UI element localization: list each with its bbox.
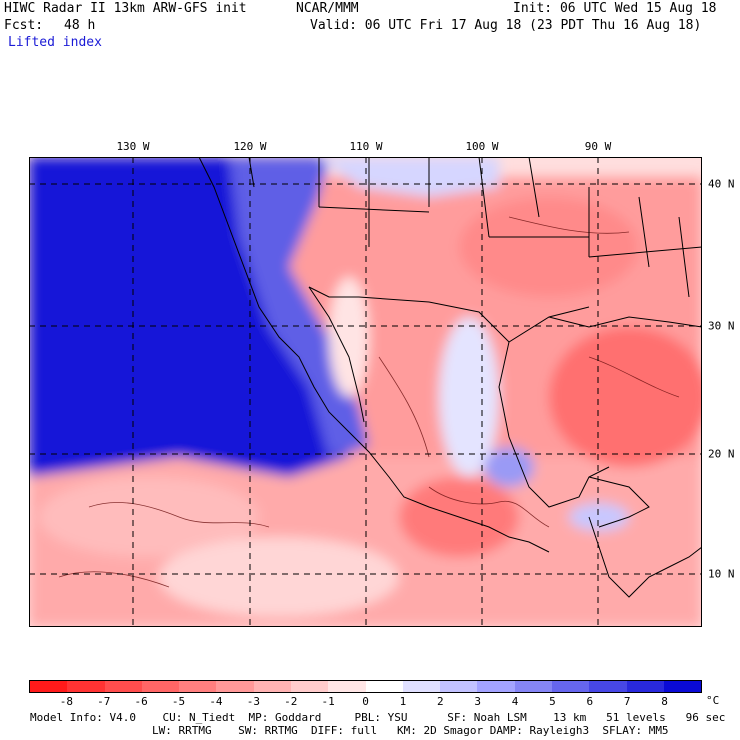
colorbar-tick-label: 0 [362, 695, 369, 708]
gulf-coastline [498, 341, 610, 508]
lon-label-110w: 110 W [349, 140, 383, 153]
colorbar [29, 680, 702, 693]
colorbar-tick-label: 6 [586, 695, 594, 708]
colorbar-swatch [551, 681, 590, 692]
shading-layer [29, 157, 702, 627]
colorbar-tick-label: 4 [511, 695, 519, 708]
colorbar-tick-label: -5 [171, 695, 186, 708]
field-name: Lifted index [8, 35, 102, 50]
init-time: Init: 06 UTC Wed 15 Aug 18 [513, 1, 717, 16]
colorbar-swatch [365, 681, 403, 692]
colorbar-tick-label: -8 [59, 695, 73, 708]
model-info-line2: LW: RRTMG SW: RRTMG DIFF: full KM: 2D Sm… [152, 724, 669, 737]
colorbar-tick-label: 7 [623, 695, 631, 708]
lon-label-130w: 130 W [116, 140, 150, 153]
colorbar-unit: °C [706, 694, 720, 707]
lat-label-30n: 30 N [708, 319, 735, 333]
colorbar-tick-label: -3 [246, 695, 260, 708]
colorbar-swatch [216, 681, 254, 692]
graticule [29, 157, 702, 627]
lon-label-90w: 90 W [584, 140, 612, 153]
organization-label: NCAR/MMM [296, 1, 359, 16]
colorbar-swatch [514, 681, 552, 692]
colorbar-tick-label: 2 [436, 695, 444, 708]
colorbar-tick-label: -2 [284, 695, 298, 708]
lifted-index-map [29, 157, 702, 627]
map-frame [29, 157, 702, 627]
state-borders [248, 157, 690, 298]
colorbar-swatch [663, 681, 702, 692]
contour-lines [58, 216, 680, 588]
colorbar-swatch [589, 681, 627, 692]
baja-peninsula [308, 286, 365, 423]
colorbar-tick-label: 8 [661, 695, 668, 708]
state-borders-h [318, 206, 702, 258]
pacific-coastline [198, 157, 550, 553]
colorbar-tick-label: -4 [209, 695, 223, 708]
colorbar-swatch [440, 681, 478, 692]
model-title: HIWC Radar II 13km ARW-GFS init [4, 1, 247, 16]
colorbar-tick-label: -7 [97, 695, 111, 708]
lat-label-40n: 40 N [708, 177, 735, 191]
us-mexico-border [308, 286, 590, 343]
central-america [588, 516, 702, 598]
coastlines-and-borders [198, 157, 702, 598]
lon-label-120w: 120 W [233, 140, 267, 153]
valid-time: Valid: 06 UTC Fri 17 Aug 18 (23 PDT Thu … [310, 18, 702, 33]
gulf-north-coast [548, 316, 702, 328]
forecast-hour: 48 h [64, 18, 96, 33]
colorbar-tick-label: -1 [321, 695, 335, 708]
colorbar-tick-label: 1 [399, 695, 407, 708]
lon-label-100w: 100 W [465, 140, 499, 153]
colorbar-swatch [67, 681, 105, 692]
colorbar-swatch [626, 681, 664, 692]
lat-label-20n: 20 N [708, 447, 735, 461]
forecast-label: Fcst: [4, 18, 44, 33]
colorbar-swatch [290, 681, 329, 692]
model-info-line1: Model Info: V4.0 CU: N_Tiedt MP: Goddard… [30, 711, 726, 724]
colorbar-swatch [30, 681, 68, 692]
colorbar-swatch [104, 681, 142, 692]
colorbar-swatch [402, 681, 441, 692]
colorbar-swatch [141, 681, 180, 692]
colorbar-tick-label: -6 [134, 695, 148, 708]
colorbar-swatch [179, 681, 217, 692]
colorbar-tick-label: 3 [474, 695, 481, 708]
colorbar-swatch [477, 681, 515, 692]
colorbar-tick-label: 5 [549, 695, 556, 708]
lat-label-10n: 10 N [708, 567, 735, 581]
colorbar-swatch [253, 681, 291, 692]
colorbar-swatch [328, 681, 366, 692]
yucatan [588, 476, 650, 528]
